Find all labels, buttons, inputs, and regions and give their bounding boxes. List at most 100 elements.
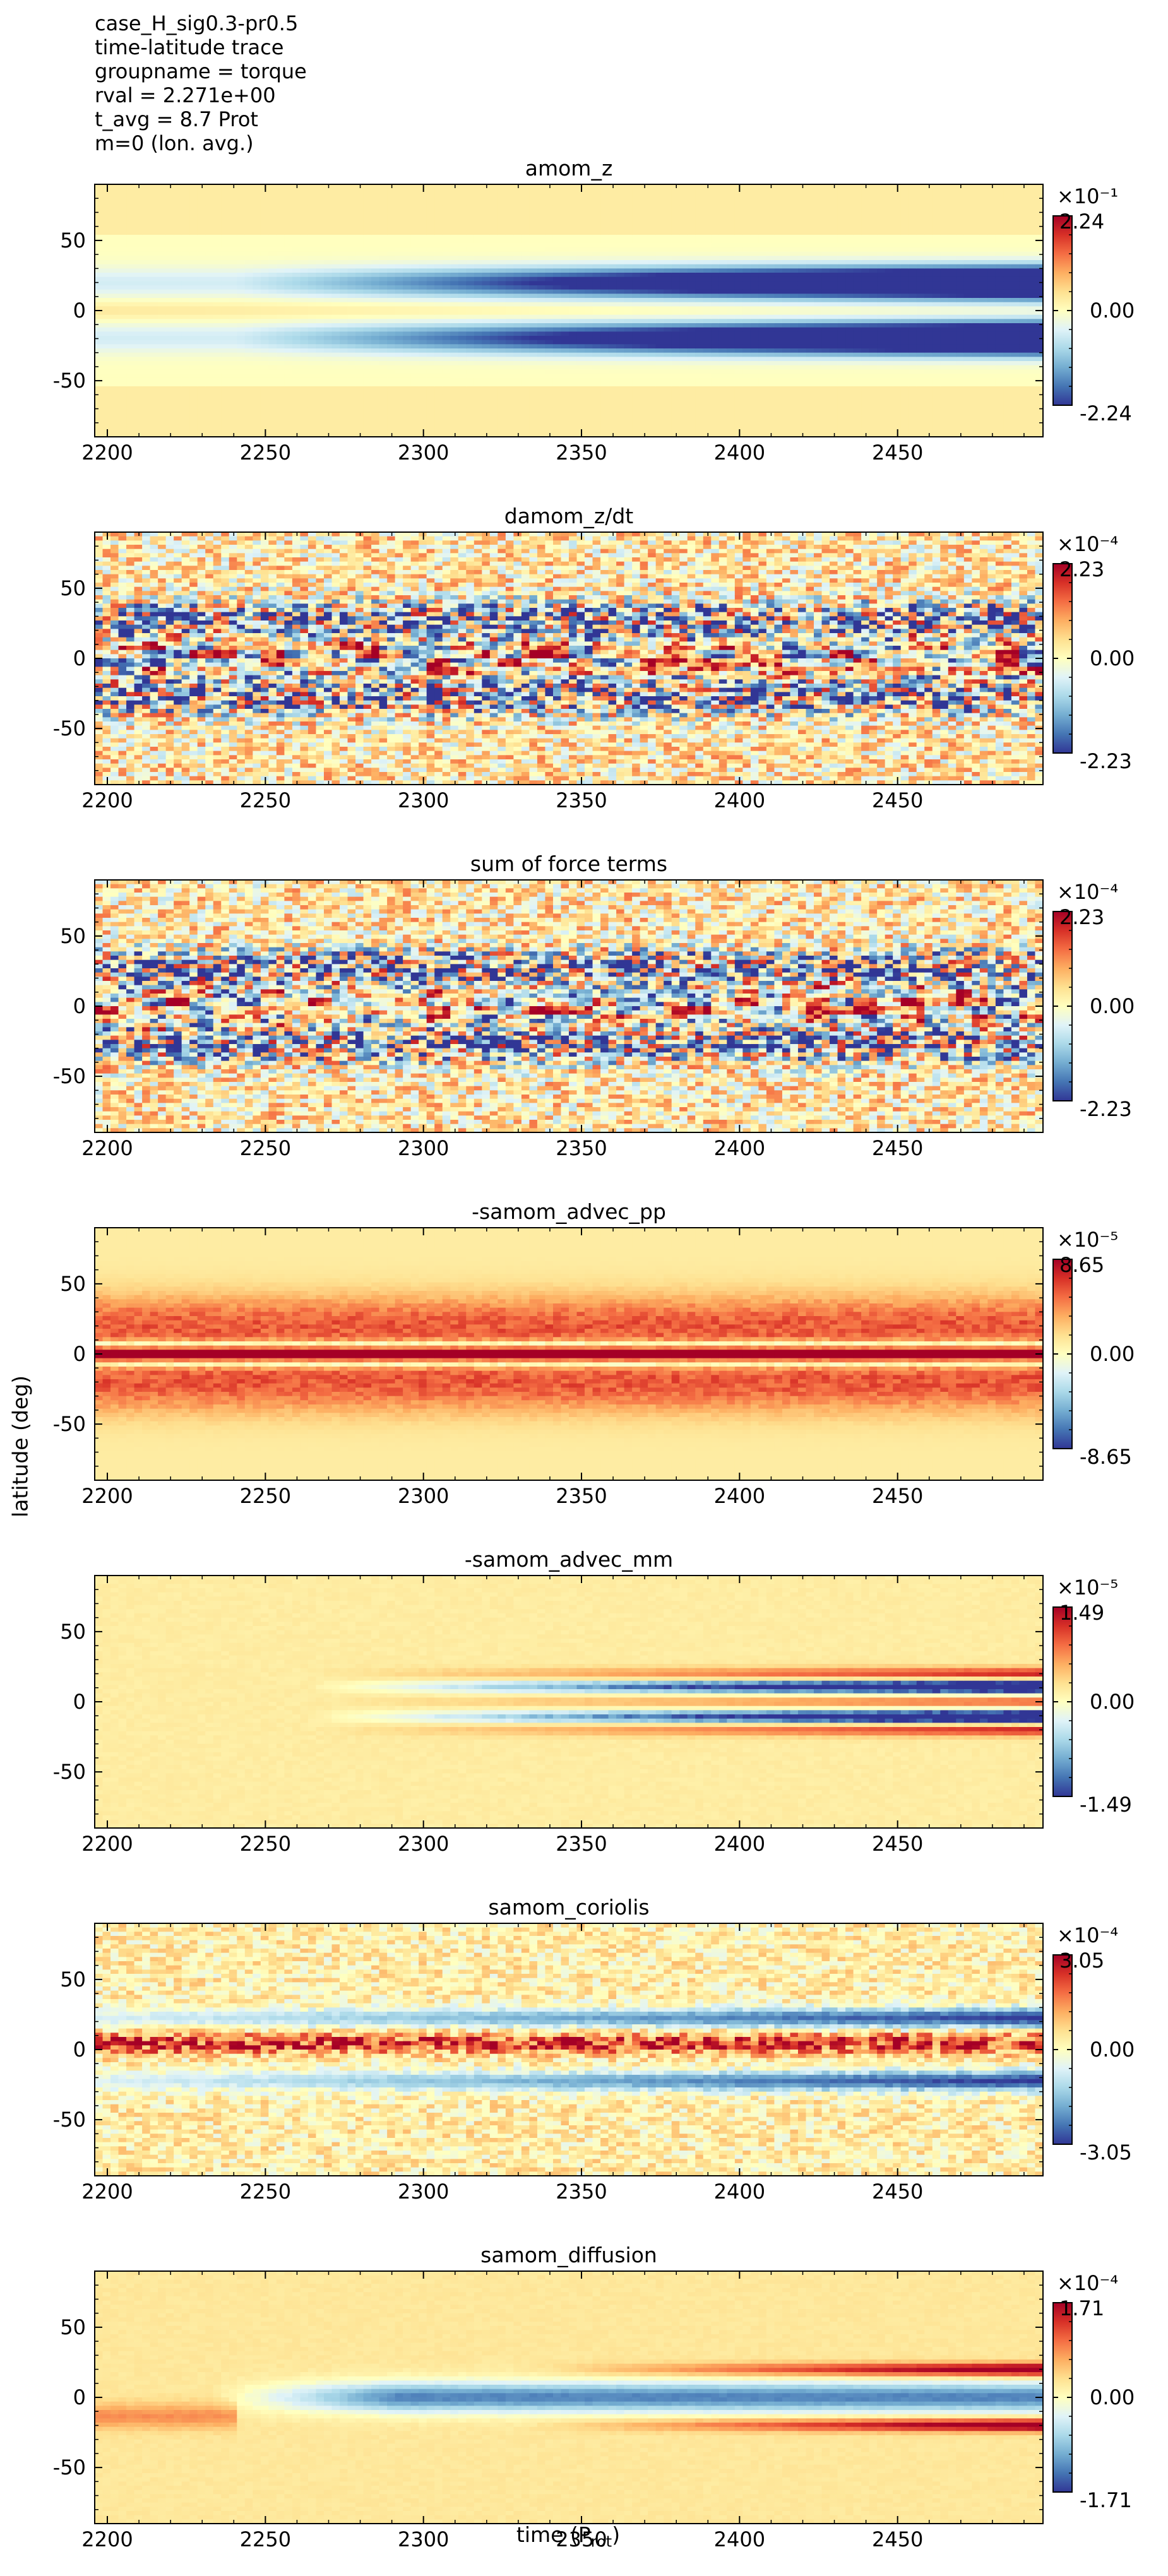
heatmap-cell bbox=[268, 328, 277, 332]
heatmap-cell bbox=[284, 273, 292, 277]
heatmap-cell bbox=[324, 420, 332, 424]
heatmap-cell bbox=[316, 302, 324, 307]
heatmap-cell bbox=[110, 201, 119, 206]
heatmap-cell bbox=[419, 243, 427, 247]
heatmap-cell bbox=[364, 247, 372, 252]
heatmap-cell bbox=[379, 395, 388, 399]
heatmap-cell bbox=[134, 273, 143, 277]
heatmap-cell bbox=[134, 361, 143, 365]
heatmap-cell bbox=[403, 243, 411, 247]
heatmap-cell bbox=[364, 277, 372, 282]
heatmap-cell bbox=[221, 243, 229, 247]
heatmap-cell bbox=[292, 205, 301, 210]
heatmap-cell bbox=[292, 256, 301, 260]
heatmap-cell bbox=[411, 290, 419, 294]
heatmap-cell bbox=[158, 336, 166, 340]
heatmap-cell bbox=[355, 256, 364, 260]
heatmap-cell bbox=[134, 323, 143, 328]
heatmap-cell bbox=[110, 382, 119, 386]
heatmap-cell bbox=[182, 412, 190, 416]
heatmap-cell bbox=[284, 247, 292, 252]
heatmap-cell bbox=[387, 197, 395, 201]
heatmap-cell bbox=[237, 260, 245, 264]
heatmap-cell bbox=[284, 361, 292, 365]
heatmap-cell bbox=[119, 260, 127, 264]
heatmap-cell bbox=[348, 189, 356, 193]
heatmap-cell bbox=[340, 247, 348, 252]
heatmap-cell bbox=[174, 285, 182, 290]
heatmap-cell bbox=[158, 260, 166, 264]
heatmap-cell bbox=[277, 285, 285, 290]
heatmap-cell bbox=[292, 302, 301, 307]
heatmap-cell bbox=[268, 424, 277, 429]
heatmap-cell bbox=[229, 189, 237, 193]
heatmap-cell bbox=[182, 344, 190, 348]
heatmap-cell bbox=[229, 268, 237, 273]
heatmap-cell bbox=[134, 386, 143, 391]
heatmap-cell bbox=[174, 429, 182, 433]
heatmap-cell bbox=[284, 197, 292, 201]
heatmap-cell bbox=[150, 420, 158, 424]
heatmap-cell bbox=[166, 214, 174, 218]
heatmap-cell bbox=[395, 386, 403, 391]
heatmap-cell bbox=[119, 222, 127, 227]
heatmap-cell bbox=[213, 386, 222, 391]
heatmap-cell bbox=[142, 230, 150, 235]
heatmap-cell bbox=[268, 378, 277, 383]
heatmap-cell bbox=[340, 323, 348, 328]
heatmap-cell bbox=[103, 336, 111, 340]
heatmap-cell bbox=[182, 277, 190, 282]
heatmap-cell bbox=[300, 331, 308, 336]
heatmap-cell bbox=[213, 235, 222, 239]
heatmap-cell bbox=[134, 369, 143, 374]
heatmap-cell bbox=[284, 290, 292, 294]
heatmap-cell bbox=[166, 336, 174, 340]
heatmap-cell bbox=[166, 252, 174, 256]
heatmap-cell bbox=[268, 331, 277, 336]
heatmap-cell bbox=[142, 357, 150, 361]
heatmap-cell bbox=[292, 281, 301, 285]
heatmap-cell bbox=[403, 369, 411, 374]
heatmap-cell bbox=[364, 214, 372, 218]
heatmap-cell bbox=[253, 319, 261, 323]
heatmap-cell bbox=[158, 247, 166, 252]
heatmap-cell bbox=[355, 378, 364, 383]
heatmap-cell bbox=[300, 365, 308, 370]
heatmap-cell bbox=[134, 277, 143, 282]
heatmap-cell bbox=[174, 268, 182, 273]
heatmap-cell bbox=[261, 210, 269, 214]
heatmap-cell bbox=[229, 353, 237, 357]
heatmap-cell bbox=[103, 218, 111, 222]
heatmap-cell bbox=[308, 403, 316, 408]
heatmap-cell bbox=[277, 239, 285, 244]
heatmap-cell bbox=[237, 412, 245, 416]
heatmap-cell bbox=[316, 189, 324, 193]
heatmap-cell bbox=[379, 429, 388, 433]
heatmap-cell bbox=[134, 214, 143, 218]
heatmap-cell bbox=[419, 256, 427, 260]
heatmap-cell bbox=[166, 331, 174, 336]
heatmap-cell bbox=[237, 252, 245, 256]
heatmap-cell bbox=[292, 218, 301, 222]
heatmap-cell bbox=[364, 416, 372, 420]
heatmap-cell bbox=[261, 348, 269, 353]
heatmap-cell bbox=[237, 189, 245, 193]
heatmap-cell bbox=[308, 407, 316, 412]
heatmap-cell bbox=[292, 319, 301, 323]
heatmap-cell bbox=[174, 407, 182, 412]
heatmap-cell bbox=[261, 323, 269, 328]
heatmap-cell bbox=[332, 184, 340, 189]
heatmap-cell bbox=[284, 243, 292, 247]
heatmap-cell bbox=[205, 201, 213, 206]
heatmap-cell bbox=[355, 348, 364, 353]
heatmap-cell bbox=[387, 407, 395, 412]
heatmap-cell bbox=[103, 365, 111, 370]
heatmap-cell bbox=[119, 382, 127, 386]
heatmap-cell bbox=[205, 218, 213, 222]
heatmap-cell bbox=[189, 344, 198, 348]
heatmap-cell bbox=[229, 395, 237, 399]
heatmap-cell bbox=[198, 247, 206, 252]
heatmap-cell bbox=[103, 256, 111, 260]
heatmap-cell bbox=[379, 247, 388, 252]
heatmap-cell bbox=[332, 369, 340, 374]
